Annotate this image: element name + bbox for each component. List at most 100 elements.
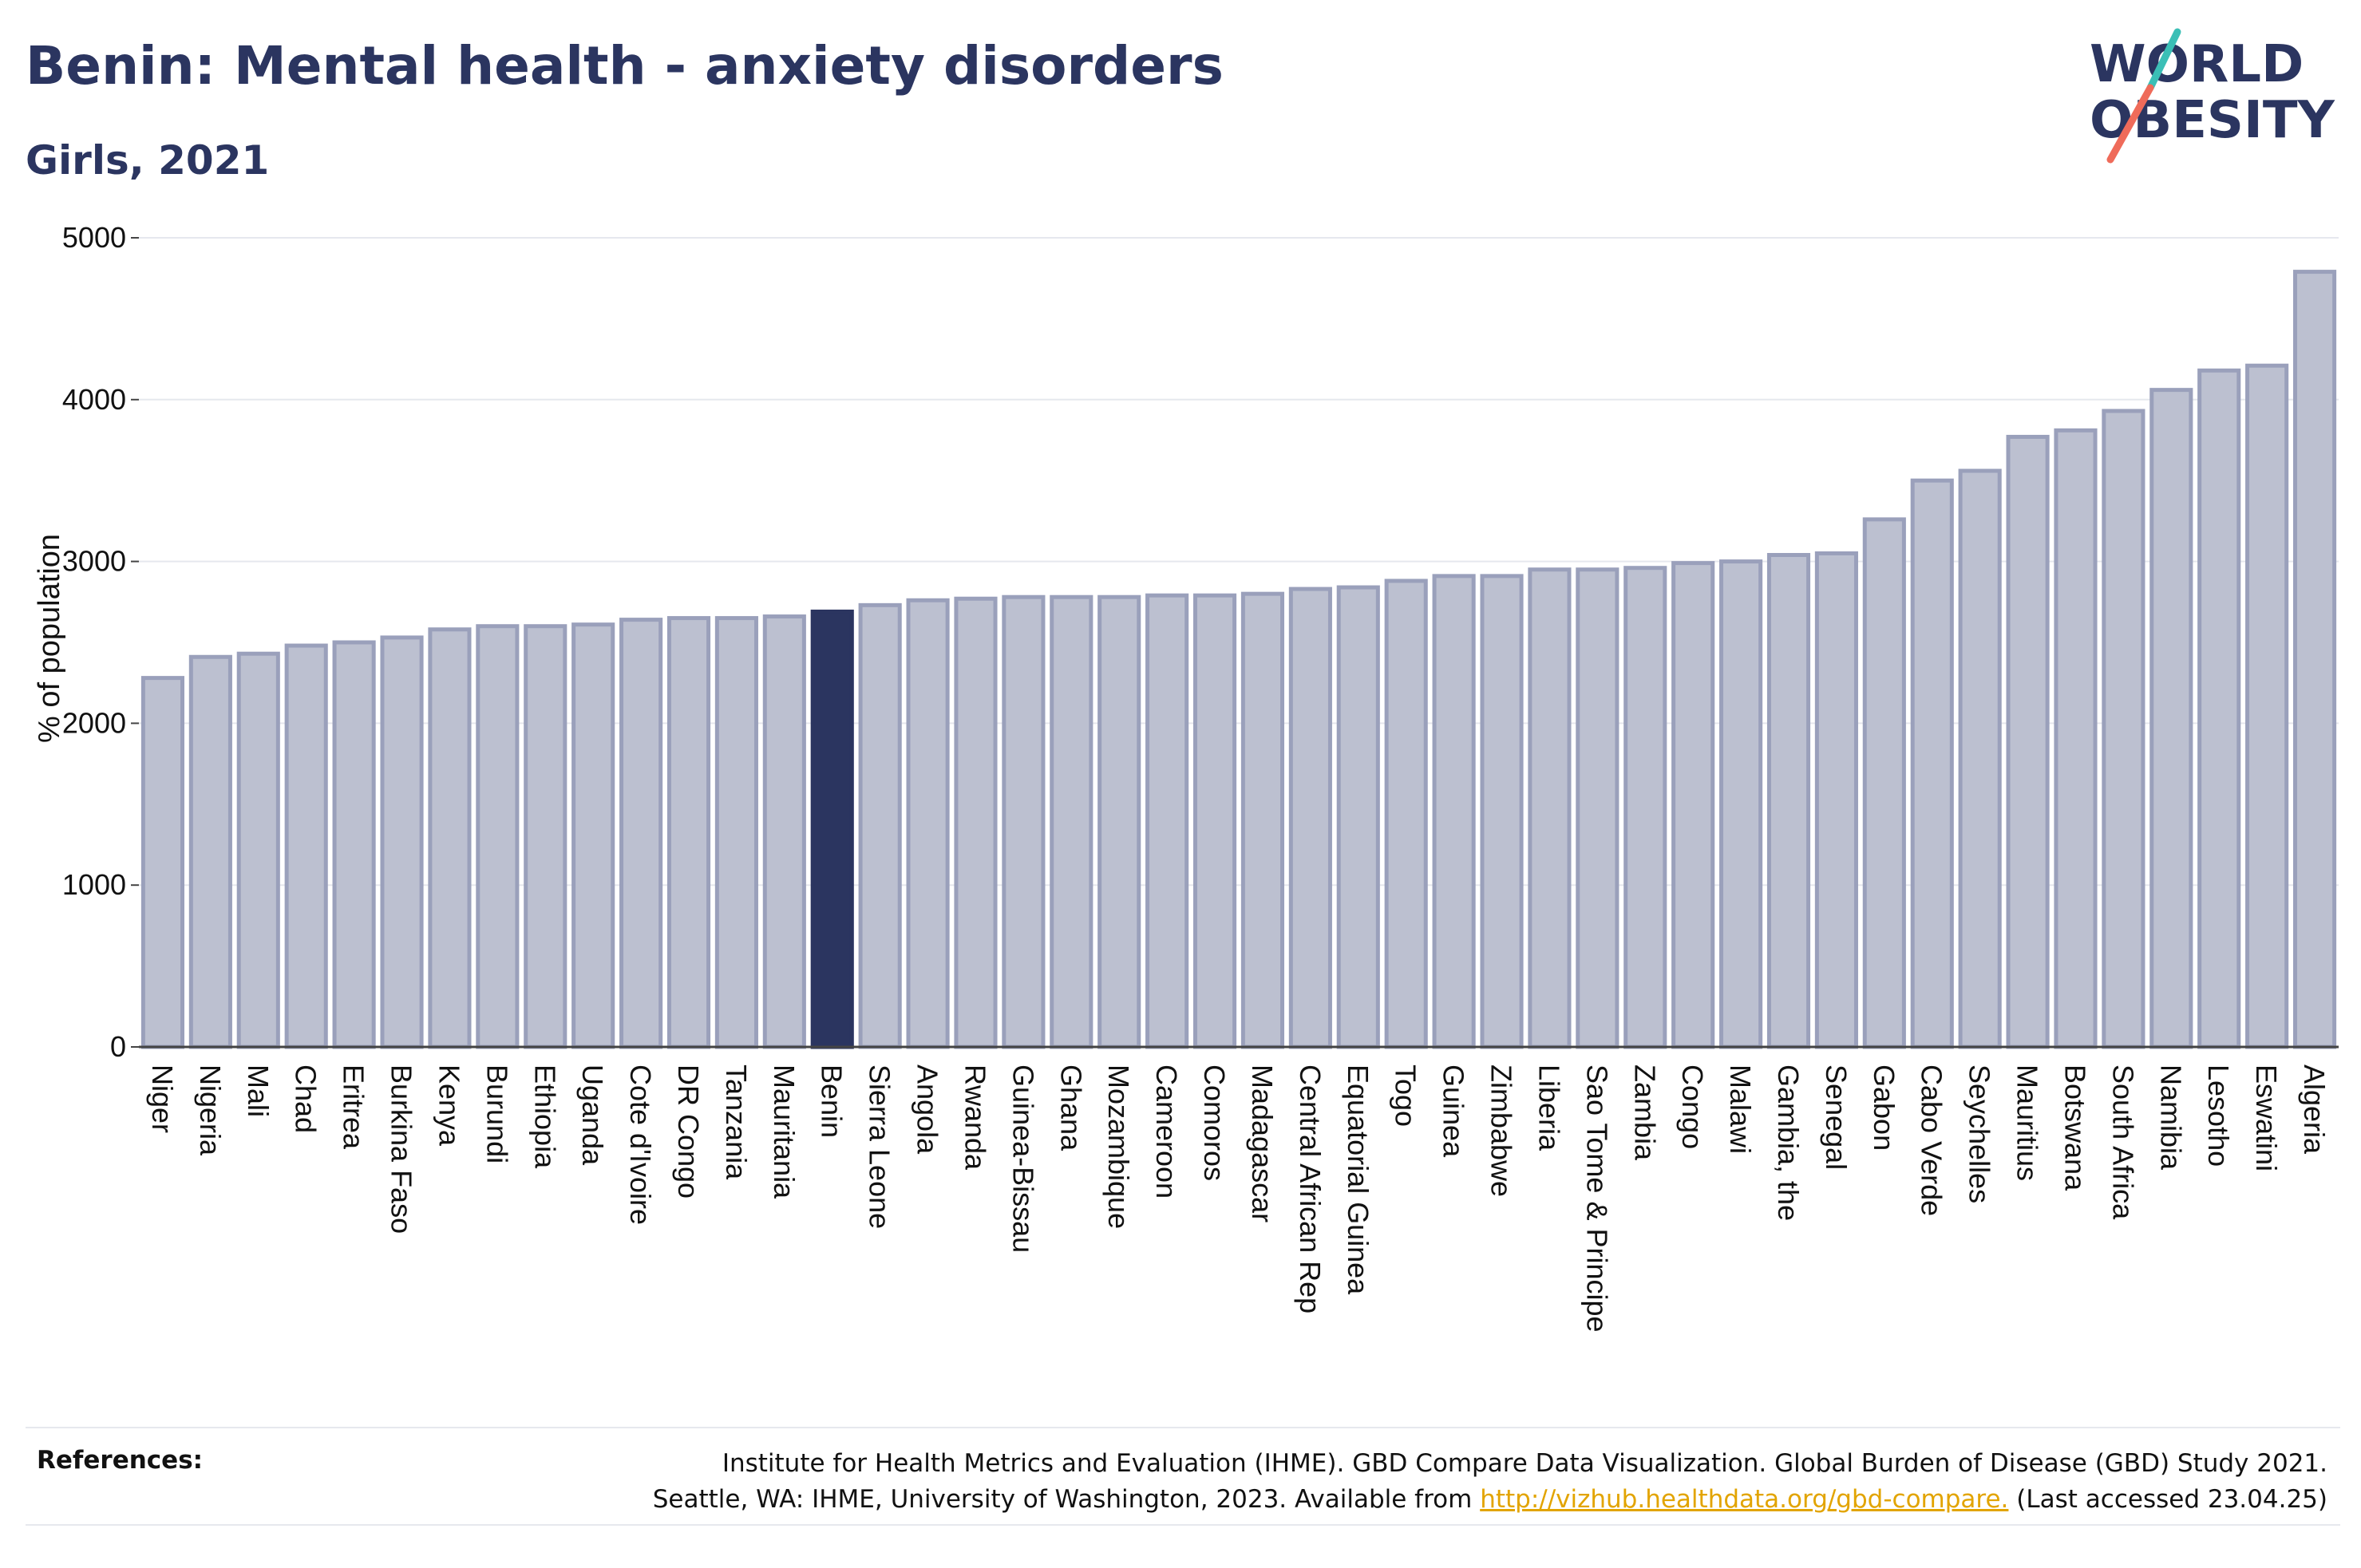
y-tick-label-4000: 4000 (62, 383, 126, 416)
bar-lesotho (2197, 368, 2241, 1049)
x-tick-label-liberia: Liberia (1532, 1064, 1565, 1151)
x-tick-label-burundi: Burundi (481, 1064, 513, 1163)
bar-rwanda (954, 596, 998, 1049)
reference-link[interactable]: http://vizhub.healthdata.org/gbd-compare… (1480, 1485, 2009, 1514)
x-tick-label-nigeria: Nigeria (194, 1064, 227, 1156)
x-tick-label-togo: Togo (1390, 1064, 1422, 1127)
bar-tanzania (714, 616, 758, 1049)
world-obesity-logo: WORLD OBESITY (2090, 28, 2335, 164)
y-tick-label-5000: 5000 (62, 221, 126, 254)
x-tick-label-gambia-the: Gambia, the (1772, 1064, 1805, 1221)
bar-sao-tome-principe (1576, 567, 1619, 1049)
x-tick-label-guinea-bissau: Guinea-Bissau (1006, 1064, 1039, 1253)
bar-cabo-verde (1910, 478, 1954, 1049)
bar-cote-d-ivoire (619, 618, 663, 1049)
x-tick-label-cabo-verde: Cabo Verde (1916, 1064, 1948, 1216)
bar-namibia (2149, 388, 2193, 1049)
x-tick-label-zambia: Zambia (1628, 1064, 1661, 1161)
x-tick-label-eswatini: Eswatini (2250, 1064, 2283, 1171)
bar-dr-congo (666, 616, 711, 1049)
bar-mali (236, 651, 280, 1049)
bar-mauritania (762, 614, 806, 1049)
x-tick-label-south-africa: South Africa (2106, 1064, 2139, 1220)
bar-madagascar (1240, 591, 1285, 1049)
x-tick-label-cameroon: Cameroon (1150, 1064, 1183, 1199)
bar-kenya (428, 627, 472, 1049)
bar-equatorial-guinea (1336, 585, 1380, 1049)
bar-benin (810, 609, 854, 1049)
bar-cameroon (1145, 593, 1189, 1049)
x-tick-label-sao-tome-principe: Sao Tome & Principe (1580, 1064, 1613, 1333)
bar-senegal (1814, 551, 1858, 1049)
x-tick-label-angola: Angola (912, 1064, 944, 1155)
logo-slash-coral (2106, 84, 2154, 164)
bar-zimbabwe (1480, 574, 1524, 1049)
x-tick-label-sierra-leone: Sierra Leone (864, 1064, 896, 1229)
x-tick-label-congo: Congo (1676, 1064, 1709, 1149)
x-tick-label-ghana: Ghana (1054, 1064, 1087, 1151)
bar-zambia (1623, 566, 1667, 1049)
x-tick-label-mozambique: Mozambique (1102, 1064, 1135, 1229)
bar-uganda (571, 622, 615, 1049)
x-tick-label-niger: Niger (146, 1064, 179, 1133)
x-tick-label-senegal: Senegal (1820, 1064, 1853, 1170)
reference-line-2-suffix: (Last accessed 23.04.25) (2008, 1485, 2327, 1514)
x-tick-label-mauritania: Mauritania (768, 1064, 801, 1199)
x-tick-label-algeria: Algeria (2298, 1064, 2331, 1155)
x-tick-label-comoros: Comoros (1198, 1064, 1231, 1181)
footer-divider-bottom (26, 1524, 2340, 1526)
bar-burkina-faso (380, 635, 424, 1049)
bar-ethiopia (524, 624, 568, 1049)
x-tick-label-madagascar: Madagascar (1246, 1064, 1279, 1222)
bar-gabon (1862, 517, 1906, 1049)
x-tick-label-mauritius: Mauritius (2011, 1064, 2044, 1181)
y-axis: 0 1000 2000 3000 4000 5000 (62, 221, 139, 1063)
bar-central-african-rep (1288, 587, 1332, 1049)
x-tick-label-burkina-faso: Burkina Faso (386, 1064, 418, 1234)
x-tick-label-gabon: Gabon (1868, 1064, 1900, 1151)
bar-seychelles (1958, 468, 2002, 1049)
bar-south-africa (2102, 409, 2145, 1049)
bar-comoros (1192, 593, 1237, 1049)
x-tick-label-tanzania: Tanzania (720, 1064, 753, 1180)
y-tick-label-2000: 2000 (62, 706, 126, 739)
logo-slash-teal (2146, 28, 2181, 92)
x-tick-label-kenya: Kenya (433, 1064, 465, 1147)
bar-congo (1671, 561, 1715, 1049)
x-tick-label-rwanda: Rwanda (959, 1064, 991, 1171)
bar-mozambique (1097, 594, 1141, 1049)
x-tick-label-seychelles: Seychelles (1964, 1064, 1996, 1203)
bar-algeria (2292, 270, 2337, 1049)
bar-niger (140, 676, 185, 1049)
y-axis-label: % of population (33, 534, 66, 743)
chart-subtitle: Girls, 2021 (26, 137, 270, 184)
x-tick-label-eritrea: Eritrea (338, 1064, 370, 1150)
x-tick-label-zimbabwe: Zimbabwe (1485, 1064, 1518, 1197)
x-tick-label-dr-congo: DR Congo (672, 1064, 705, 1199)
x-tick-label-equatorial-guinea: Equatorial Guinea (1342, 1064, 1374, 1295)
reference-line-1: Institute for Health Metrics and Evaluat… (722, 1449, 2327, 1478)
chart-title: Benin: Mental health - anxiety disorders (26, 35, 1224, 97)
x-tick-label-chad: Chad (290, 1064, 322, 1133)
x-tick-label-lesotho: Lesotho (2202, 1064, 2235, 1167)
logo-line1: WORLD (2090, 35, 2304, 94)
bar-eritrea (332, 640, 376, 1049)
footer-divider-top (26, 1427, 2340, 1428)
x-axis-labels: Niger Nigeria Mali Chad Eritrea Burkina Faso K… (146, 1064, 2331, 1333)
bar-chart: 0 1000 2000 3000 4000 5000 % of population Ni… (33, 221, 2339, 1333)
bar-gambia-the (1766, 552, 1811, 1049)
bar-angola (906, 598, 950, 1049)
x-tick-label-central-african-rep: Central African Rep (1294, 1064, 1327, 1313)
x-tick-label-mali: Mali (242, 1064, 275, 1117)
bar-malawi (1719, 559, 1763, 1049)
bar-nigeria (188, 654, 232, 1049)
references-text: Institute for Health Metrics and Evaluat… (492, 1446, 2327, 1518)
y-tick-label-3000: 3000 (62, 545, 126, 578)
y-tick-label-0: 0 (110, 1030, 126, 1063)
reference-line-2-prefix: Seattle, WA: IHME, University of Washing… (652, 1485, 1481, 1514)
bar-botswana (2054, 428, 2098, 1049)
bar-chad (284, 643, 328, 1049)
bar-ghana (1050, 594, 1093, 1049)
x-tick-label-cote-d-ivoire: Cote d'Ivoire (624, 1064, 657, 1225)
bar-burundi (476, 624, 520, 1049)
